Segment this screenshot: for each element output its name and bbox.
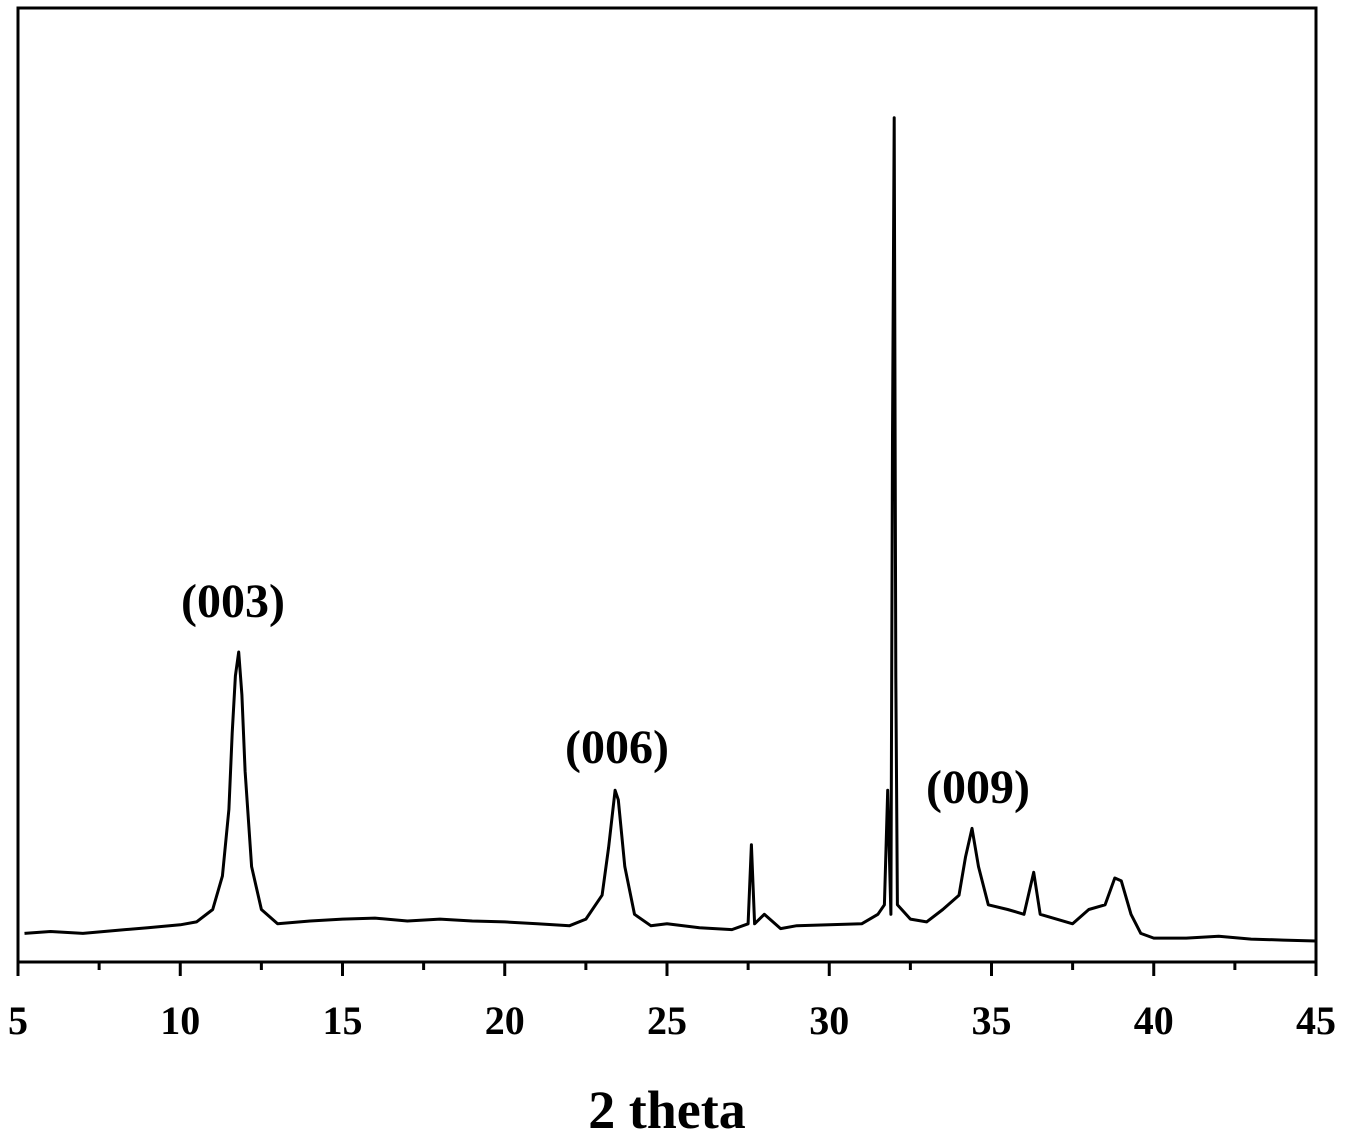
x-tick-label: 25 [647, 998, 687, 1043]
peak-annotation: (009) [926, 761, 1030, 814]
x-axis-label: 2 theta [588, 1080, 745, 1137]
x-tick-label: 5 [8, 998, 28, 1043]
x-tick-label: 40 [1134, 998, 1174, 1043]
x-tick-label: 35 [972, 998, 1012, 1043]
x-tick-label: 20 [485, 998, 525, 1043]
x-tick-label: 45 [1296, 998, 1336, 1043]
x-tick-label: 15 [323, 998, 363, 1043]
x-tick-label: 10 [160, 998, 200, 1043]
plot-frame [16, 6, 1318, 964]
peak-annotation: (003) [181, 575, 285, 628]
peak-annotation: (006) [565, 721, 669, 774]
x-tick-label: 30 [809, 998, 849, 1043]
data-line [24, 116, 1317, 943]
